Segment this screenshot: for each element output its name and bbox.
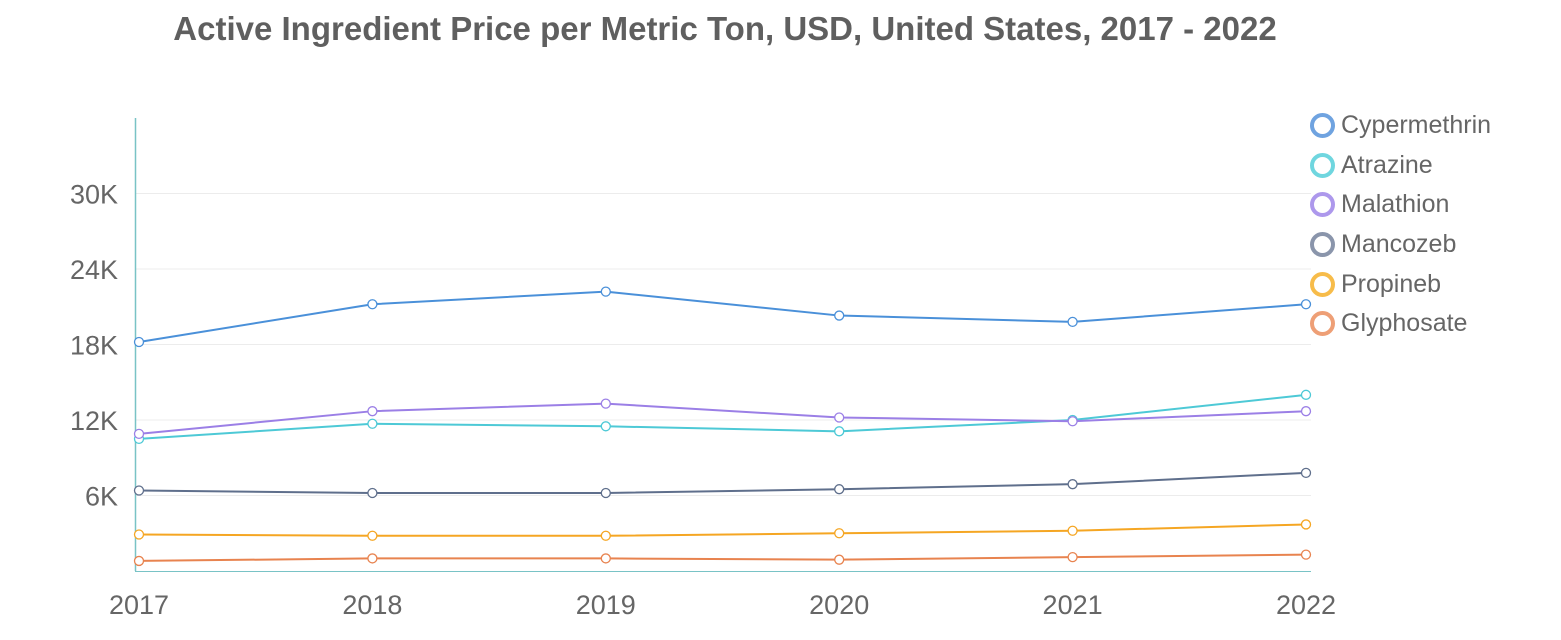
legend-label: Cypermethrin [1341, 111, 1492, 140]
data-point[interactable] [1300, 389, 1312, 400]
legend-item-atrazine[interactable]: Atrazine [1310, 146, 1491, 186]
legend-label: Glyphosate [1341, 309, 1468, 338]
legend-label: Propineb [1341, 269, 1442, 298]
series-propineb [133, 519, 1312, 541]
x-tick-label: 2021 [1043, 590, 1103, 620]
chart-title: Active Ingredient Price per Metric Ton, … [173, 10, 1277, 47]
data-point[interactable] [834, 554, 845, 565]
y-tick-label: 30K [70, 180, 118, 210]
data-point[interactable] [1067, 525, 1078, 536]
legend-circle-icon [1310, 311, 1335, 337]
data-point[interactable] [600, 530, 611, 541]
series-malathion [133, 398, 1312, 439]
data-point[interactable] [133, 529, 145, 540]
data-point[interactable] [1067, 552, 1078, 563]
data-point[interactable] [367, 418, 378, 429]
x-tick-label: 2017 [109, 590, 169, 620]
data-point[interactable] [600, 421, 611, 432]
data-point[interactable] [600, 286, 611, 297]
x-tick-label: 2020 [809, 590, 869, 620]
data-point[interactable] [1300, 406, 1312, 417]
data-point[interactable] [834, 426, 845, 437]
y-tick-label: 24K [70, 255, 118, 285]
y-axis-ticks: 6K 12K 18K 24K 30K [70, 180, 118, 512]
legend-circle-icon [1310, 152, 1335, 178]
data-point[interactable] [133, 336, 145, 348]
y-tick-label: 6K [85, 482, 118, 512]
series-line [138, 553, 1307, 562]
data-point[interactable] [133, 485, 145, 496]
series-glyphosate [133, 549, 1312, 567]
legend-item-cypermethrin[interactable]: Cypermethrin [1310, 106, 1491, 146]
data-point[interactable] [1067, 416, 1078, 427]
data-point[interactable] [367, 530, 378, 541]
series-line [138, 471, 1307, 494]
legend-circle-icon [1310, 271, 1335, 297]
legend-circle-icon [1310, 192, 1335, 218]
x-tick-label: 2018 [342, 590, 402, 620]
data-point[interactable] [834, 310, 845, 321]
data-point[interactable] [1300, 299, 1312, 310]
legend-circle-icon [1310, 232, 1335, 258]
data-point[interactable] [1067, 316, 1078, 328]
y-tick-label: 18K [70, 331, 118, 361]
data-point[interactable] [1067, 479, 1078, 490]
data-point[interactable] [133, 555, 145, 567]
series-cypermethrin [133, 286, 1312, 348]
x-axis-ticks: 2017 2018 2019 2020 2021 2022 [109, 590, 1336, 620]
data-point[interactable] [133, 428, 145, 439]
data-point[interactable] [367, 299, 378, 310]
data-point[interactable] [1300, 519, 1312, 530]
series-mancozeb [133, 467, 1312, 499]
legend-item-glyphosate[interactable]: Glyphosate [1310, 304, 1491, 344]
data-point[interactable] [600, 553, 611, 564]
data-point[interactable] [834, 528, 845, 539]
gridlines [136, 193, 1311, 496]
data-point[interactable] [600, 398, 611, 409]
data-point[interactable] [1300, 549, 1312, 560]
data-point[interactable] [367, 487, 378, 499]
series-line [138, 393, 1307, 440]
x-tick-label: 2019 [576, 590, 636, 620]
series-line [138, 402, 1307, 435]
series-line [138, 523, 1307, 537]
legend-label: Malathion [1341, 190, 1450, 219]
legend-item-malathion[interactable]: Malathion [1310, 185, 1491, 225]
series-line [138, 290, 1307, 343]
legend-item-mancozeb[interactable]: Mancozeb [1310, 225, 1491, 265]
y-tick-label: 12K [70, 406, 118, 436]
data-point[interactable] [834, 484, 845, 495]
data-point[interactable] [1300, 467, 1312, 479]
data-point[interactable] [834, 412, 845, 423]
legend-label: Mancozeb [1341, 230, 1457, 259]
data-point[interactable] [367, 406, 378, 417]
series-group [133, 286, 1312, 567]
legend-label: Atrazine [1341, 150, 1433, 179]
legend-item-propineb[interactable]: Propineb [1310, 264, 1491, 304]
legend: Cypermethrin Atrazine Malathion Mancozeb Pro… [1310, 106, 1491, 344]
data-point[interactable] [367, 553, 378, 564]
x-tick-label: 2022 [1276, 590, 1336, 620]
legend-circle-icon [1310, 113, 1335, 139]
data-point[interactable] [600, 487, 611, 499]
